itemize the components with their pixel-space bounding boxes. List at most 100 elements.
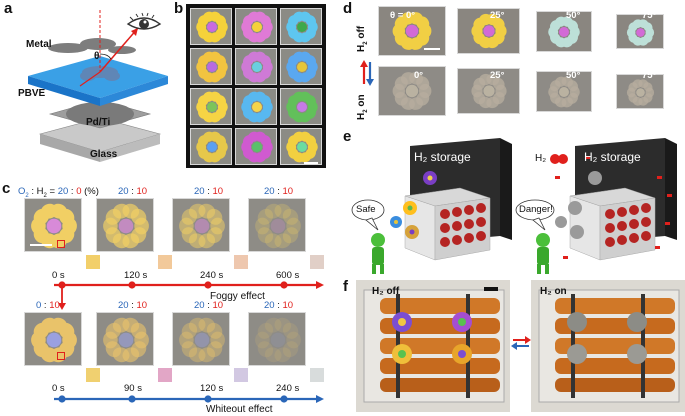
gas-ratio-label: 20 : 10 (194, 300, 224, 311)
flower-array (186, 4, 326, 168)
scale-bar (30, 244, 52, 246)
flower-sample (235, 48, 277, 85)
h2-molecule-label: H₂ (535, 153, 547, 164)
angle-label: 50° (566, 10, 581, 21)
panel-b-letter: b (174, 0, 184, 17)
angle-label: θ = 0° (390, 10, 416, 21)
storage-scene-danger (515, 138, 677, 274)
row-label-h2-on: H2 on (356, 94, 369, 120)
gas-ratio-header: O2 : H2 = 20 : 0 (%) (18, 186, 99, 199)
gas-ratio-label: 20 : 10 (194, 186, 224, 197)
person-icon (536, 233, 550, 274)
angle-label: 75° (642, 70, 657, 81)
time-label: 90 s (124, 383, 142, 394)
color-swatch (310, 368, 324, 382)
whiteout-sample (172, 312, 230, 366)
layer-label-glass: Glass (90, 149, 118, 160)
angle-sample-off (457, 8, 520, 54)
color-swatch (234, 255, 248, 269)
scale-bar (484, 287, 498, 291)
color-swatch (158, 255, 172, 269)
storage-scene-safe (351, 138, 512, 274)
flower-sample (235, 128, 277, 165)
angle-label: 75° (642, 10, 657, 21)
flower-sample (235, 8, 277, 45)
color-swatch (234, 368, 248, 382)
flower-sample (280, 128, 322, 165)
storage-label-left: H₂ storage (414, 150, 471, 164)
layer-label-pbve: PBVE (18, 88, 46, 99)
panel-f-letter: f (343, 278, 348, 295)
angle-sample-on (536, 71, 592, 112)
flower-sample (190, 48, 232, 85)
panel-a-letter: a (4, 0, 13, 17)
flower-sample (280, 8, 322, 45)
color-swatch (158, 368, 172, 382)
time-label: 0 s (52, 270, 65, 281)
color-swatch (86, 368, 100, 382)
angle-sample-on (457, 68, 520, 114)
scale-bar (424, 48, 440, 50)
gas-ratio-label: 20 : 10 (264, 186, 294, 197)
angle-label: θ (94, 51, 100, 62)
angle-sample-off (378, 6, 446, 56)
time-label: 600 s (276, 270, 300, 281)
layer-label-pdti: Pd/Ti (86, 117, 111, 128)
panel-d-letter: d (343, 0, 353, 17)
foggy-sample (24, 198, 82, 252)
gas-ratio-label: 20 : 10 (118, 186, 148, 197)
whiteout-sample (248, 312, 306, 366)
scale-bar (304, 162, 318, 164)
panel-c-letter: c (2, 180, 11, 197)
swap-arrows-icon (360, 60, 374, 86)
region-marker (57, 240, 65, 248)
foggy-timeline (54, 281, 324, 310)
angle-sample-on (616, 74, 664, 109)
time-label: 0 s (52, 383, 65, 394)
color-swatch (86, 255, 100, 269)
panel-a-diagram (28, 10, 168, 162)
angle-sample-on (378, 66, 446, 116)
region-marker (57, 352, 65, 360)
gas-ratio-label: 20 : 10 (118, 300, 148, 311)
flower-sample (190, 8, 232, 45)
eye-icon (126, 12, 162, 30)
time-label: 120 s (200, 383, 224, 394)
foggy-effect-label: Foggy effect (210, 291, 265, 302)
gas-ratio-label: 0 : 10 (36, 300, 60, 311)
angle-label: 25° (490, 10, 505, 21)
layer-label-metal: Metal (26, 39, 52, 50)
foggy-sample (96, 198, 154, 252)
angle-label: 0° (414, 70, 424, 81)
gas-ratio-label: 20 : 10 (264, 300, 294, 311)
whiteout-timeline (54, 395, 324, 403)
flower-sample (280, 88, 322, 125)
angle-sample-off (536, 11, 592, 52)
time-label: 120 s (124, 270, 148, 281)
flower-sample (190, 128, 232, 165)
panel-e-letter: e (343, 128, 352, 145)
swap-arrows-horizontal-icon (511, 336, 531, 350)
danger-speech: Danger! (519, 204, 553, 215)
foggy-sample (172, 198, 230, 252)
angle-sample-off (616, 14, 664, 49)
whiteout-effect-label: Whiteout effect (206, 404, 273, 415)
angle-label: 25° (490, 70, 505, 81)
photo-h2-on (531, 280, 685, 412)
h2-on-label: H₂ on (540, 286, 567, 297)
h2-off-label: H₂ off (372, 286, 400, 297)
storage-label-right: H₂ storage (584, 150, 641, 164)
flower-sample (280, 48, 322, 85)
time-label: 240 s (200, 270, 224, 281)
angle-label: 50° (566, 70, 581, 81)
whiteout-sample (96, 312, 154, 366)
person-icon (371, 233, 385, 274)
whiteout-sample (24, 312, 82, 366)
flower-sample (190, 88, 232, 125)
safe-speech: Safe (356, 204, 376, 215)
flower-sample (235, 88, 277, 125)
row-label-h2-off: H2 off (356, 25, 369, 52)
time-label: 240 s (276, 383, 300, 394)
photo-h2-off (356, 280, 510, 412)
color-swatch (310, 255, 324, 269)
